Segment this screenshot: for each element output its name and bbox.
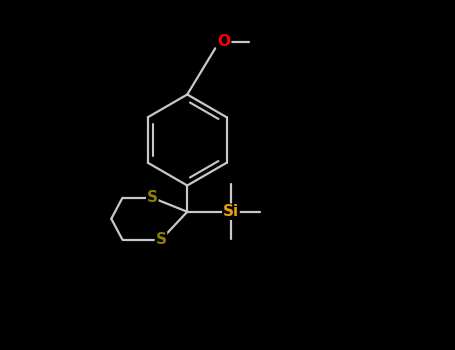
- Text: O: O: [217, 35, 231, 49]
- Text: S: S: [147, 190, 158, 205]
- Text: Si: Si: [223, 204, 239, 219]
- Text: S: S: [156, 232, 167, 247]
